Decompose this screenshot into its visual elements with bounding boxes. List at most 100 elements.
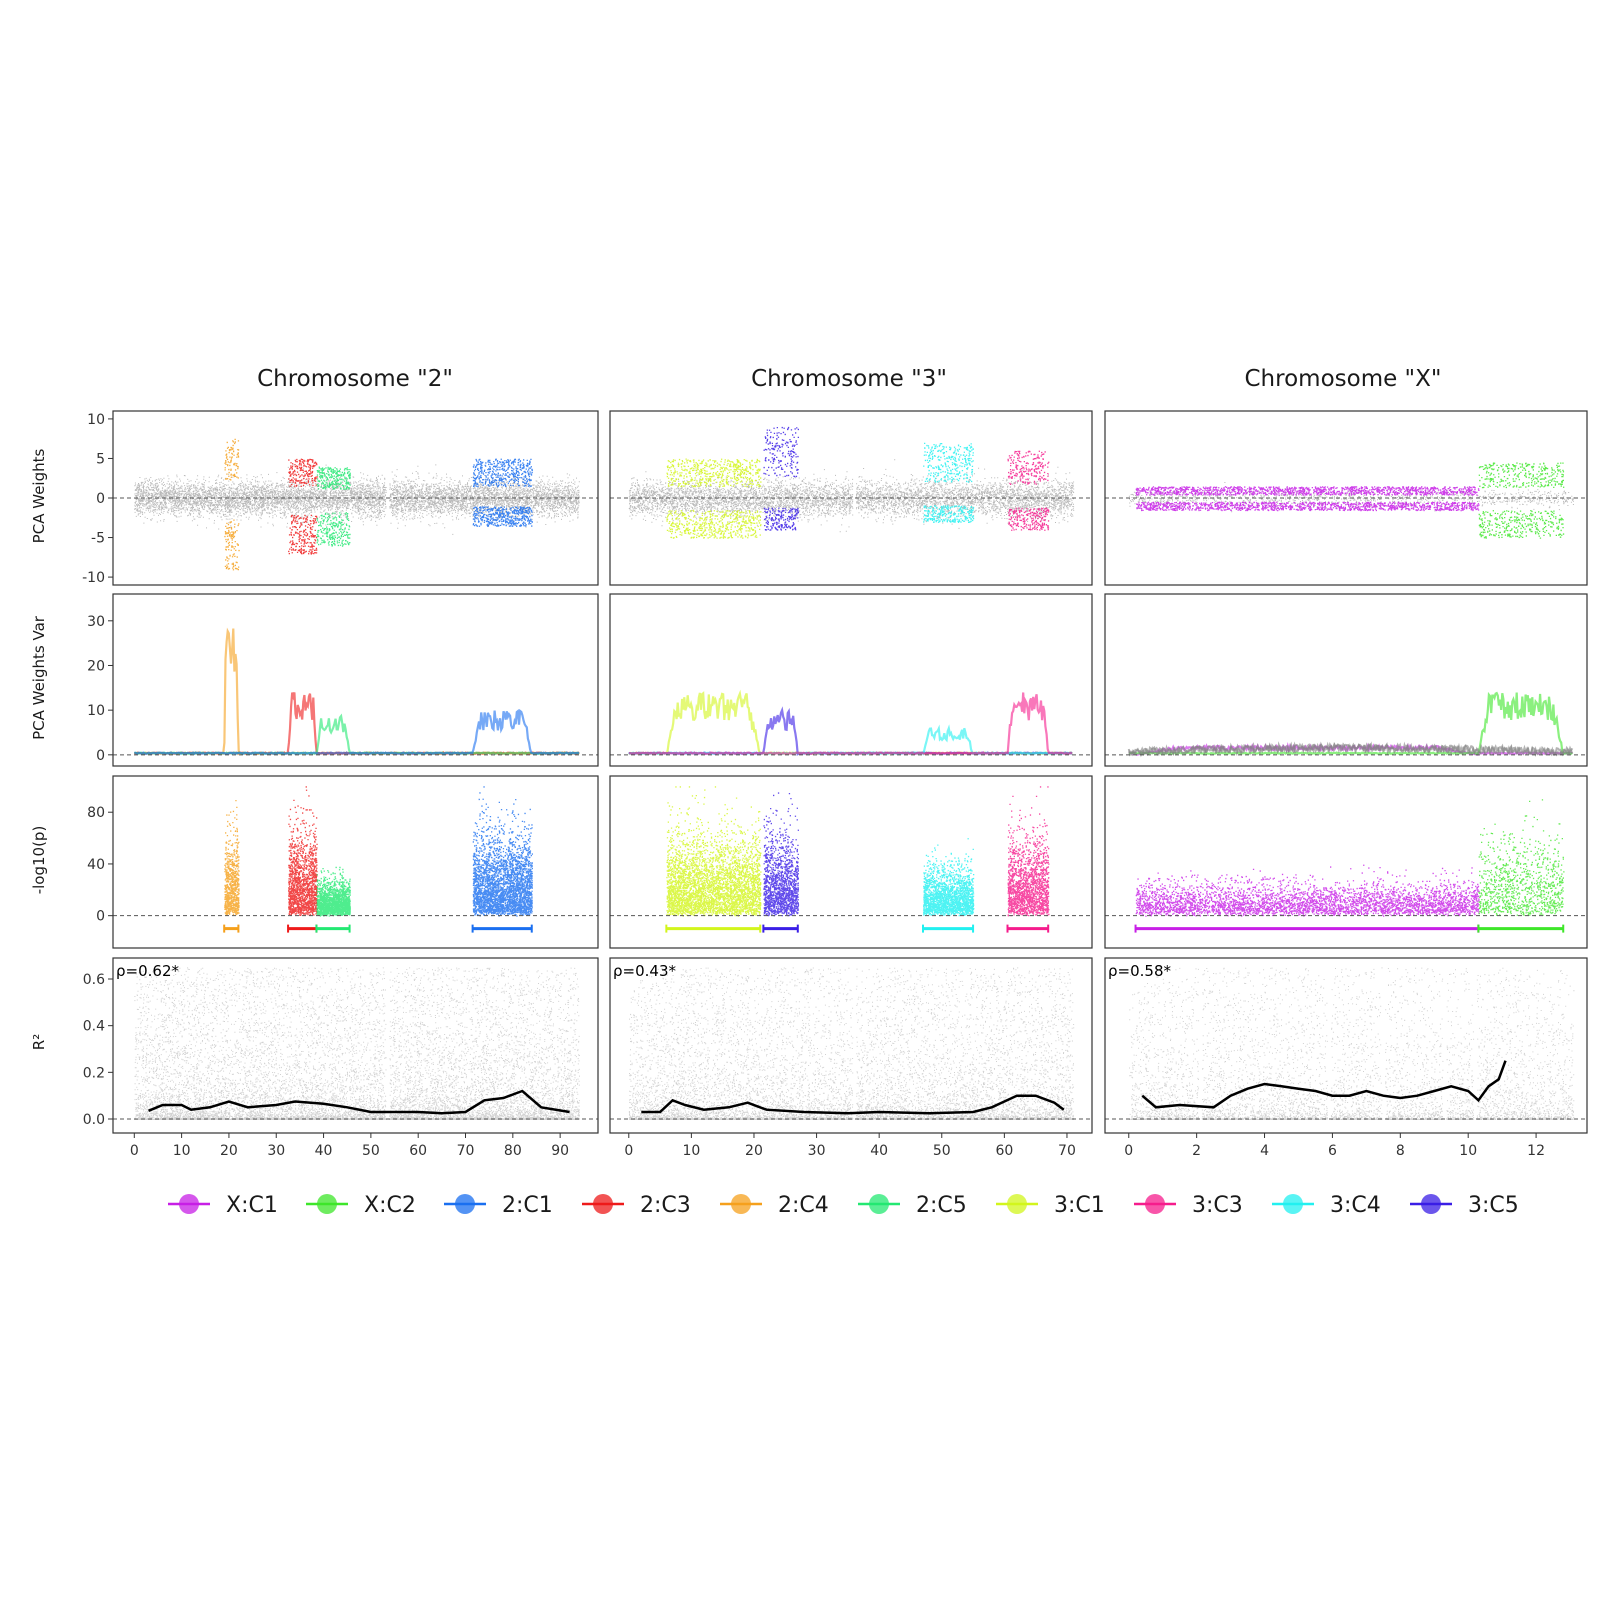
y-tick-label: 5: [96, 451, 105, 467]
legend-marker: [317, 1194, 337, 1214]
x-tick-label: 70: [1058, 1143, 1076, 1159]
y-tick-label: 0.0: [83, 1112, 105, 1128]
panel-2-var: 30 20 10 0: [87, 593, 599, 767]
y-tick-label: 0: [96, 491, 105, 507]
panel-2-logp: 80 40 0: [87, 775, 599, 949]
x-tick-label: 50: [362, 1143, 380, 1159]
logp-points-2:C5: [316, 866, 351, 917]
weights-points-2:C1: [472, 458, 533, 527]
legend-marker: [1145, 1194, 1165, 1214]
panel-frame: [1104, 957, 1588, 1134]
column-title-chr3: Chromosome "3": [751, 366, 947, 392]
legend-marker: [179, 1194, 199, 1214]
row-label-r2: R²: [30, 1034, 48, 1050]
logp-points-3:C1: [666, 786, 762, 917]
x-tick-label: 0: [624, 1143, 633, 1159]
rho-annotation: ρ=0.58*: [1108, 962, 1171, 980]
y-tick-label: 0.6: [83, 972, 105, 988]
x-tick-label: 4: [1260, 1143, 1269, 1159]
y-tick-label: 0.2: [83, 1065, 105, 1081]
y-tick-label: 10: [87, 412, 105, 428]
logp-points-X:C2: [1478, 799, 1565, 917]
rho-annotation: ρ=0.62*: [116, 962, 179, 980]
x-tick-label: 0: [130, 1143, 139, 1159]
x-tick-label: 0: [1124, 1143, 1133, 1159]
panel-3-logp: [609, 775, 1093, 949]
legend-marker: [1007, 1194, 1027, 1214]
legend-item-2-C3: 2:C3: [582, 1193, 691, 1218]
row-label-pca-weights: PCA Weights: [30, 449, 48, 544]
x-tick-label: 10: [173, 1143, 191, 1159]
var-line-2:C1: [134, 708, 580, 756]
legend-label: X:C2: [364, 1193, 416, 1218]
x-tick-label: 40: [870, 1143, 888, 1159]
panel-3-weights: [609, 410, 1093, 586]
x-tick-label: 50: [933, 1143, 951, 1159]
rho-annotation: ρ=0.43*: [613, 962, 676, 980]
weights-background-points: [134, 464, 581, 535]
panel-3-r2: ρ=0.43* 0 10 20 30 40 50 60 70: [609, 957, 1093, 1159]
weights-points-3:C5: [763, 426, 799, 531]
y-tick-label: 0.4: [83, 1019, 105, 1035]
panel-frame: [609, 775, 1093, 949]
logp-points-2:C3: [288, 786, 318, 916]
panel-3-var: [609, 593, 1093, 767]
panel-frame: [1104, 593, 1588, 767]
var-background-trace: [1127, 741, 1574, 758]
r2-points: [134, 967, 581, 1120]
legend-label: 2:C1: [502, 1193, 553, 1218]
x-tick-label: 30: [808, 1143, 826, 1159]
panel-X-r2: ρ=0.58* 0 2 4 6 8 10 12: [1104, 957, 1588, 1159]
legend-label: 3:C1: [1054, 1193, 1105, 1218]
y-tick-label: 20: [87, 658, 105, 674]
panel-frame: [1104, 775, 1588, 949]
x-tick-label: 10: [1459, 1143, 1477, 1159]
panel-X-var: [1104, 593, 1588, 767]
legend-item-2-C5: 2:C5: [858, 1193, 967, 1218]
legend-item-3-C1: 3:C1: [996, 1193, 1105, 1218]
r2-mean-line: [148, 1089, 570, 1115]
legend-label: 3:C3: [1192, 1193, 1243, 1218]
x-tick-label: 70: [457, 1143, 475, 1159]
panel-X-logp: [1104, 775, 1588, 949]
column-title-chr2: Chromosome "2": [257, 366, 453, 392]
weights-points-2:C5: [316, 466, 351, 547]
legend-label: 2:C4: [778, 1193, 829, 1218]
x-tick-label: 8: [1396, 1143, 1405, 1159]
legend-label: 3:C5: [1468, 1193, 1519, 1218]
legend-marker: [1421, 1194, 1441, 1214]
panel-frame: [112, 593, 599, 767]
weights-points-3:C1: [666, 458, 762, 539]
legend-label: X:C1: [226, 1193, 278, 1218]
y-tick-label: -10: [82, 570, 105, 586]
panel-2-r2: ρ=0.62* 0.6 0.4 0.2 0.0 0 10 20 30 40 50 60 70 80 90: [83, 957, 599, 1159]
panel-2-weights: 10 5 0 -5 -10: [82, 410, 599, 586]
weights-points-3:C4: [923, 442, 975, 523]
legend-label: 2:C3: [640, 1193, 691, 1218]
r2-mean-line: [641, 1094, 1065, 1115]
var-line-X:C2: [1128, 691, 1573, 756]
panel-frame: [1104, 410, 1588, 586]
logp-points-2:C1: [472, 786, 533, 917]
var-line-3:C3: [628, 692, 1073, 756]
legend: X:C1 X:C2 2:C1 2:C3 2:C4 2:C5 3:C1 3:C3 3:C4 3:C5: [168, 1193, 1519, 1218]
logp-points-3:C4: [923, 838, 975, 917]
legend-item-3-C3: 3:C3: [1134, 1193, 1243, 1218]
legend-marker: [869, 1194, 889, 1214]
x-tick-label: 80: [504, 1143, 522, 1159]
weights-points-X:C1: [1135, 486, 1480, 512]
panel-frame: [609, 410, 1093, 586]
x-tick-label: 10: [682, 1143, 700, 1159]
legend-marker: [1283, 1194, 1303, 1214]
r2-points: [628, 967, 1075, 1120]
x-tick-label: 20: [220, 1143, 238, 1159]
legend-marker: [731, 1194, 751, 1214]
legend-item-2-C1: 2:C1: [444, 1193, 553, 1218]
y-tick-label: 0: [96, 909, 105, 925]
y-tick-label: -5: [91, 531, 105, 547]
column-title-chrX: Chromosome "X": [1245, 366, 1442, 392]
x-tick-label: 2: [1192, 1143, 1201, 1159]
logp-points-X:C1: [1135, 864, 1480, 917]
r2-points: [1129, 967, 1575, 1120]
x-tick-label: 30: [267, 1143, 285, 1159]
